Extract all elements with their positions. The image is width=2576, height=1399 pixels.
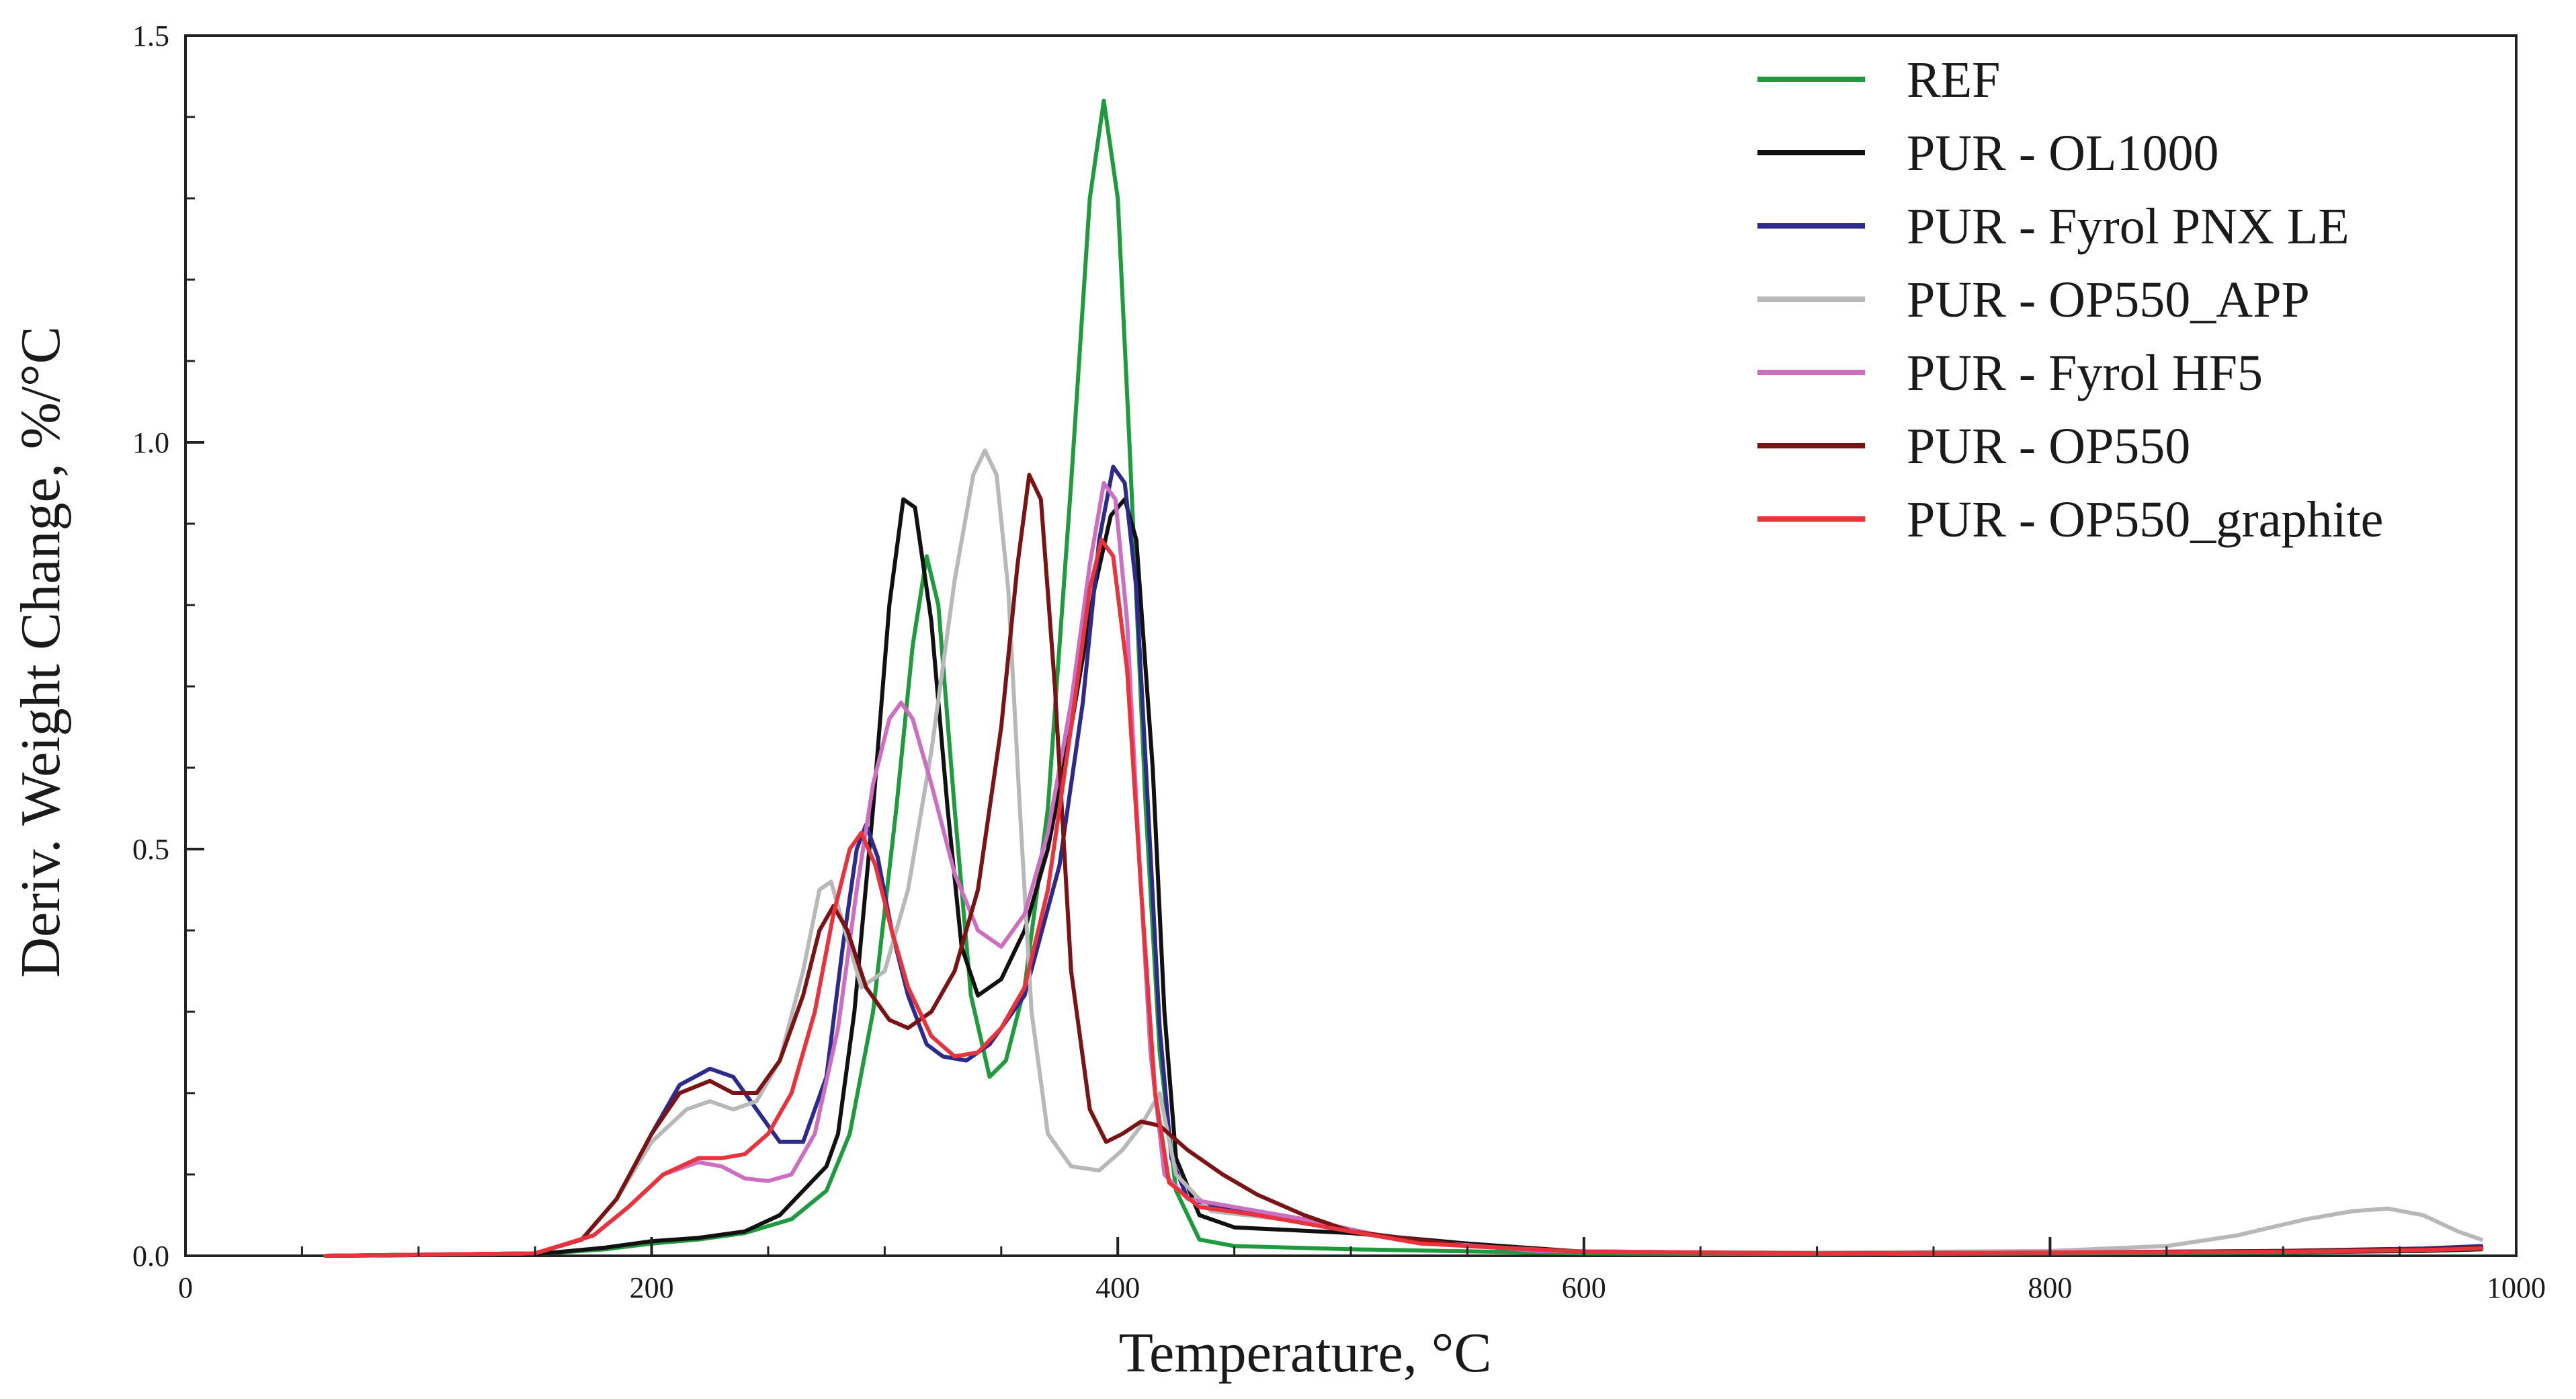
y-axis-ticks: 0.0 0.5 1.0 1.5 — [132, 19, 204, 1273]
y-tick-label: 1.0 — [132, 426, 169, 459]
y-tick-label: 1.5 — [132, 19, 169, 52]
legend-label: PUR - OP550_graphite — [1907, 491, 2383, 548]
legend-label: REF — [1907, 52, 2000, 108]
legend-item-pur-fyrol-hf5: PUR - Fyrol HF5 — [1757, 345, 2263, 401]
legend-item-pur-op550-app: PUR - OP550_APP — [1757, 272, 2310, 328]
legend-label: PUR - OL1000 — [1907, 125, 2218, 182]
legend-item-pur-fyrol-pnx-le: PUR - Fyrol PNX LE — [1757, 198, 2350, 255]
legend-label: PUR - Fyrol PNX LE — [1907, 198, 2350, 255]
legend-label: PUR - Fyrol HF5 — [1907, 345, 2263, 401]
series-line-pur-op550 — [323, 473, 2483, 1258]
x-tick-label: 800 — [2028, 1271, 2072, 1304]
legend-item-pur-ol1000: PUR - OL1000 — [1757, 125, 2218, 182]
x-axis-ticks: 0 200 400 600 800 1000 — [178, 1237, 2546, 1304]
y-tick-label: 0.0 — [132, 1240, 169, 1273]
legend-item-ref: REF — [1757, 52, 2000, 108]
x-axis-title: Temperature, °C — [1119, 1322, 1492, 1384]
x-tick-label: 400 — [1095, 1271, 1140, 1304]
series-line-pur-op550-graphite — [323, 538, 2483, 1258]
x-tick-label: 0 — [178, 1271, 193, 1304]
legend-item-pur-op550-graphite: PUR - OP550_graphite — [1757, 491, 2383, 548]
legend: REF PUR - OL1000 PUR - Fyrol PNX LE PUR - O… — [1757, 52, 2383, 548]
y-axis-title: Deriv. Weight Change, %/°C — [9, 326, 72, 977]
x-tick-label: 1000 — [2487, 1271, 2546, 1304]
x-tick-label: 600 — [1562, 1271, 1606, 1304]
legend-label: PUR - OP550_APP — [1907, 272, 2310, 328]
x-tick-label: 200 — [630, 1271, 674, 1304]
series-line-pur-op550-app — [323, 448, 2483, 1258]
y-tick-label: 0.5 — [132, 833, 169, 866]
legend-label: PUR - OP550 — [1907, 418, 2190, 475]
legend-item-pur-op550: PUR - OP550 — [1757, 418, 2190, 475]
